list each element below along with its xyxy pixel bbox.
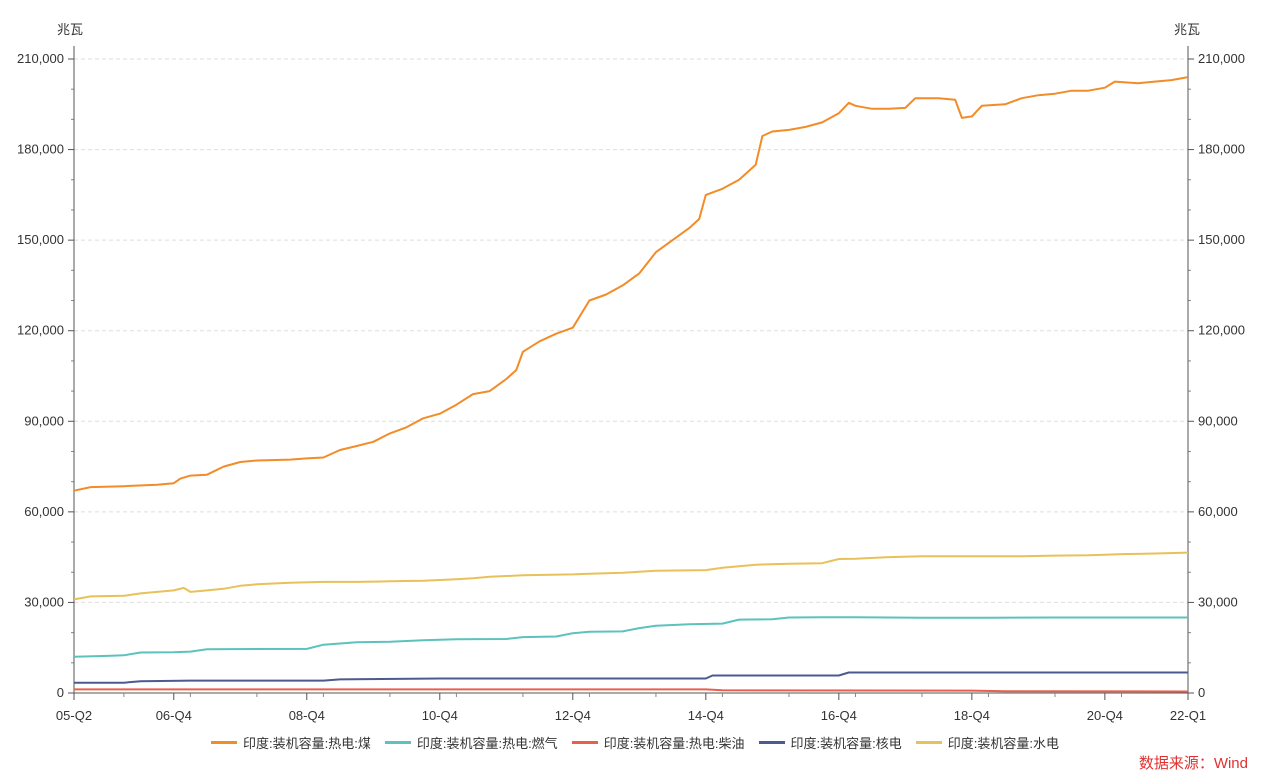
gridlines — [74, 58, 1188, 603]
legend-swatch — [758, 741, 785, 744]
series-lines — [73, 76, 1189, 693]
legend-item-2[interactable]: 印度:装机容量:热电:柴油 — [571, 733, 745, 752]
y-tick-label-left: 180,000 — [17, 142, 64, 157]
x-tick-label: 06-Q4 — [156, 708, 192, 723]
y-tick-label-left: 0 — [57, 685, 64, 700]
legend: 印度:装机容量:热电:煤 印度:装机容量:热电:燃气 印度:装机容量:热电:柴油 印度… — [0, 733, 1270, 752]
legend-label: 印度:装机容量:水电 — [947, 736, 1059, 751]
x-tick-label: 18-Q4 — [954, 708, 990, 723]
y-tick-label-right: 60,000 — [1198, 504, 1238, 519]
series-line-1 — [73, 616, 1188, 658]
y-tick-label-left: 210,000 — [17, 51, 64, 66]
y-tick-label-right: 90,000 — [1198, 413, 1238, 428]
y-tick-label-right: 30,000 — [1198, 594, 1238, 609]
legend-item-4[interactable]: 印度:装机容量:水电 — [915, 733, 1059, 752]
y-tick-label-right: 210,000 — [1198, 51, 1245, 66]
tick-labels: 0 0 30,000 30,000 60,000 60,000 90,000 90,000 12… — [17, 51, 1245, 723]
series-line-2 — [74, 688, 1189, 693]
y-tick-label-left: 90,000 — [24, 413, 64, 428]
data-source: 数据来源：Wind — [1138, 755, 1248, 772]
legend-label: 印度:装机容量:热电:煤 — [243, 736, 371, 751]
y-axis-unit-left: 兆瓦 — [57, 22, 83, 37]
legend-label: 印度:装机容量:热电:柴油 — [603, 736, 745, 751]
legend-swatch — [571, 741, 598, 744]
y-axis-unit-right: 兆瓦 — [1174, 22, 1200, 37]
legend-swatch — [384, 741, 411, 744]
y-tick-label-left: 120,000 — [17, 323, 64, 338]
y-tick-label-right: 150,000 — [1198, 232, 1245, 247]
series-line-3 — [74, 671, 1188, 684]
legend-label: 印度:装机容量:热电:燃气 — [416, 736, 558, 751]
x-tick-label: 16-Q4 — [821, 708, 857, 723]
x-tick-label: 20-Q4 — [1087, 708, 1123, 723]
series-line-0 — [73, 76, 1189, 492]
y-tick-label-right: 0 — [1198, 685, 1205, 700]
legend-label: 印度:装机容量:核电 — [790, 736, 902, 751]
axes — [68, 46, 1194, 700]
legend-item-3[interactable]: 印度:装机容量:核电 — [758, 733, 902, 752]
y-tick-label-right: 120,000 — [1198, 323, 1245, 338]
y-tick-label-left: 60,000 — [24, 504, 64, 519]
legend-swatch — [915, 741, 942, 744]
x-tick-label: 22-Q1 — [1170, 708, 1206, 723]
y-tick-label-right: 180,000 — [1198, 142, 1245, 157]
y-tick-label-left: 30,000 — [24, 594, 64, 609]
x-tick-label: 08-Q4 — [289, 708, 325, 723]
series-line-4 — [73, 551, 1189, 601]
x-tick-label: 05-Q2 — [56, 708, 92, 723]
x-tick-label: 10-Q4 — [422, 708, 458, 723]
x-tick-label: 12-Q4 — [555, 708, 591, 723]
x-tick-label: 14-Q4 — [688, 708, 724, 723]
y-tick-label-left: 150,000 — [17, 232, 64, 247]
legend-item-0[interactable]: 印度:装机容量:热电:煤 — [211, 733, 371, 752]
legend-swatch — [211, 741, 237, 744]
legend-item-1[interactable]: 印度:装机容量:热电:燃气 — [384, 733, 558, 752]
